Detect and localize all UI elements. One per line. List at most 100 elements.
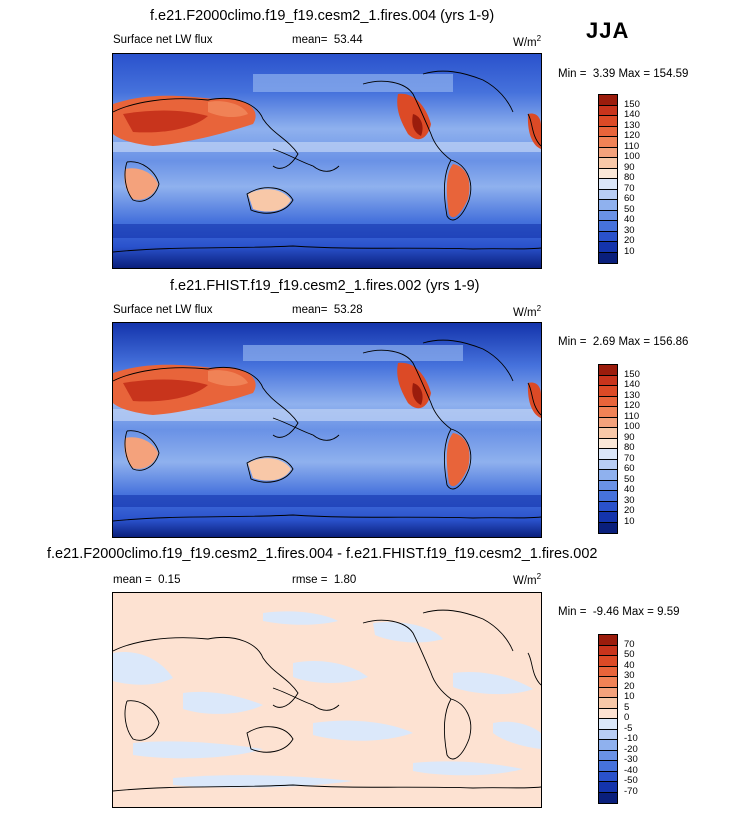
colorbar-tick-label: 20 [624, 235, 635, 246]
panel3-rmse: rmse = 1.80 [292, 574, 356, 586]
colorbar-swatch [599, 687, 617, 698]
panel1-australia-region [248, 189, 291, 212]
colorbar-swatch [599, 656, 617, 667]
colorbar-swatch [599, 168, 617, 179]
colorbar-swatch [599, 189, 617, 200]
colorbar-swatch [599, 200, 617, 211]
colorbar-tick-label: 50 [624, 473, 635, 485]
colorbar-swatch [599, 635, 617, 646]
panel1-units-sup: 2 [536, 34, 542, 43]
panel2-title: f.e21.FHIST.f19_f19.cesm2_1.fires.002 (y… [170, 278, 480, 294]
panel3-max-value: 9.59 [657, 606, 680, 618]
colorbar-tick-label: 130 [624, 389, 640, 401]
colorbar-swatch [599, 242, 617, 253]
panel3-mean-label: mean = [113, 574, 152, 586]
colorbar-tick-label: 0 [624, 712, 630, 723]
colorbar-swatch [599, 126, 617, 137]
panel1-samerica-region [446, 164, 470, 218]
panel3-colorbar [598, 634, 618, 804]
panel2-units: W/m2 [513, 304, 541, 319]
colorbar-swatch [599, 210, 617, 221]
panel3-max-label: Max = [622, 606, 654, 618]
colorbar-tick-label: 110 [624, 140, 640, 152]
colorbar-tick-label: -40 [624, 764, 638, 776]
panel1-map [112, 53, 542, 269]
colorbar-swatch [599, 512, 617, 523]
panel2-mean: mean= 53.28 [292, 304, 363, 316]
colorbar-swatch [599, 729, 617, 740]
colorbar-tick-label: 110 [624, 410, 640, 422]
colorbar-swatch [599, 179, 617, 190]
colorbar-swatch [599, 428, 617, 439]
colorbar-swatch [599, 417, 617, 428]
panel1-mean: mean= 53.44 [292, 34, 363, 46]
panel1-min-value: 3.39 [592, 68, 616, 80]
panel3-mean-value: 0.15 [158, 574, 181, 586]
panel3-units: W/m2 [513, 572, 541, 587]
panel3-title: f.e21.F2000climo.f19_f19.cesm2_1.fires.0… [47, 546, 598, 562]
colorbar-tick-label: 70 [624, 452, 635, 464]
colorbar-tick-label: 10 [624, 245, 635, 257]
colorbar-tick-label: 90 [624, 161, 635, 173]
panel3-map [112, 592, 542, 808]
panel3-units-sup: 2 [536, 572, 542, 581]
colorbar-tick-label: -50 [624, 775, 638, 786]
panel2-africa-region [124, 437, 158, 469]
colorbar-swatch [599, 677, 617, 688]
colorbar-tick-label: 40 [624, 484, 635, 495]
colorbar-swatch [599, 771, 617, 782]
panel2-mean-label: mean= [292, 304, 328, 316]
panel3-mean: mean = 0.15 [113, 574, 180, 586]
colorbar-tick-label: -10 [624, 733, 638, 744]
panel2-australia-region [248, 458, 291, 481]
colorbar-tick-label: 30 [624, 494, 635, 506]
colorbar-swatch [599, 645, 617, 656]
panel2-colorbar [598, 364, 618, 534]
panel2-samerica-region [446, 433, 470, 487]
colorbar-swatch [599, 158, 617, 169]
colorbar-tick-label: 70 [624, 182, 635, 194]
panel3-units-text: W/m [513, 574, 537, 587]
panel2-units-sup: 2 [536, 304, 542, 313]
panel3-coastlines [113, 609, 541, 792]
colorbar-tick-label: 150 [624, 368, 640, 380]
colorbar-swatch [599, 480, 617, 491]
panel3-negative-patches [113, 611, 541, 788]
colorbar-tick-label: 100 [624, 151, 640, 162]
colorbar-swatch [599, 252, 617, 263]
colorbar-tick-label: 120 [624, 400, 640, 411]
colorbar-tick-label: 120 [624, 130, 640, 141]
colorbar-tick-label: 20 [624, 505, 635, 516]
colorbar-swatch [599, 698, 617, 709]
colorbar-tick-label: 70 [624, 638, 635, 650]
colorbar-tick-label: 130 [624, 119, 640, 131]
colorbar-tick-label: 100 [624, 421, 640, 432]
panel2-units-text: W/m [513, 306, 537, 319]
colorbar-swatch [599, 740, 617, 751]
colorbar-tick-label: 140 [624, 109, 640, 120]
panel2-max-value: 156.86 [653, 336, 689, 348]
panel2-min-value: 2.69 [592, 336, 616, 348]
panel1-coastlines [113, 70, 541, 253]
colorbar-tick-label: 60 [624, 463, 635, 474]
colorbar-swatch [599, 761, 617, 772]
panel1-colorbar [598, 94, 618, 264]
colorbar-swatch [599, 147, 617, 158]
panel1-africa-region [124, 168, 158, 200]
colorbar-tick-label: 40 [624, 659, 635, 671]
panel1-mean-label: mean= [292, 34, 328, 46]
colorbar-swatch [599, 375, 617, 386]
colorbar-swatch [599, 365, 617, 376]
colorbar-swatch [599, 666, 617, 677]
panel3-rmse-label: rmse = [292, 574, 328, 586]
colorbar-tick-label: 150 [624, 98, 640, 110]
colorbar-tick-label: 50 [624, 649, 635, 660]
colorbar-tick-label: 80 [624, 172, 635, 183]
colorbar-tick-label: 50 [624, 203, 635, 215]
panel2-minmax: Min = 2.69 Max = 156.86 [558, 336, 688, 348]
colorbar-swatch [599, 470, 617, 481]
panel1-title: f.e21.F2000climo.f19_f19.cesm2_1.fires.0… [150, 8, 495, 24]
colorbar-tick-label: 30 [624, 224, 635, 236]
colorbar-swatch [599, 750, 617, 761]
colorbar-tick-label: 140 [624, 379, 640, 390]
